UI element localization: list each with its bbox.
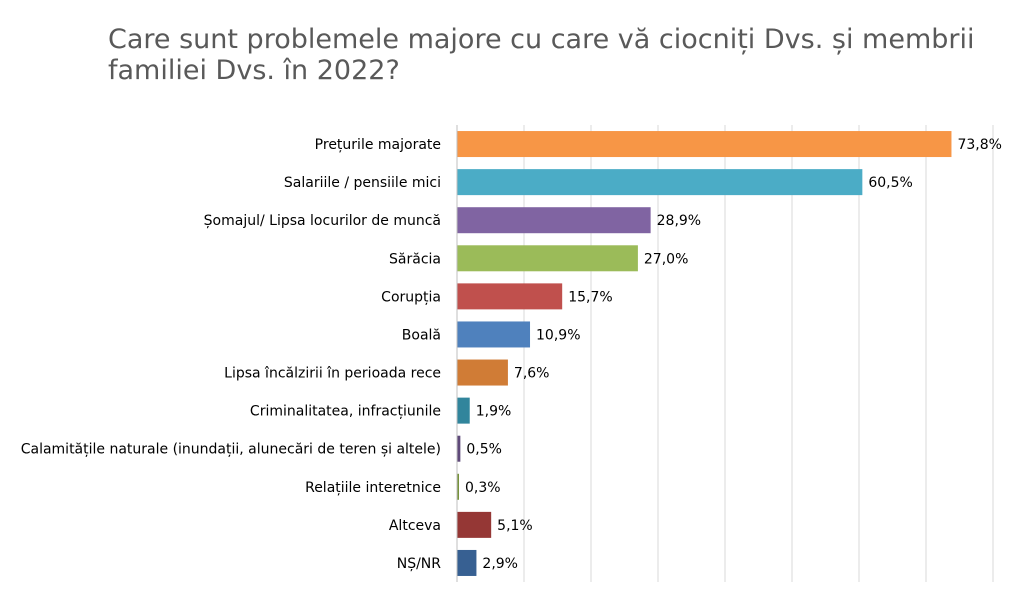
bar	[457, 473, 460, 500]
value-label: 2,9%	[482, 556, 518, 572]
category-label: Criminalitatea, infracțiunile	[250, 404, 441, 420]
category-label: Prețurile majorate	[315, 137, 441, 153]
gridlines	[456, 125, 994, 582]
value-labels: 73,8% 60,5% 28,9% 27,0% 15,7% 10,9% 7,6% 1,9% 0,…	[465, 137, 1002, 572]
category-label: Calamitățile naturale (inundații, alunec…	[21, 442, 441, 458]
chart-title: Care sunt problemele majore cu care vă c…	[108, 24, 975, 86]
bar	[457, 359, 508, 386]
value-label: 0,3%	[465, 480, 501, 496]
category-label: Corupția	[381, 289, 441, 305]
bar	[457, 207, 651, 234]
value-label: 10,9%	[536, 327, 580, 343]
category-label: Lipsa încălzirii în perioada rece	[224, 366, 441, 382]
bar	[457, 321, 531, 348]
category-label: Șomajul/ Lipsa locurilor de muncă	[204, 213, 441, 229]
category-label: Altceva	[389, 518, 441, 534]
bar	[457, 245, 638, 272]
bar	[457, 397, 470, 424]
category-labels: Prețurile majorate Salariile / pensiile m…	[21, 137, 442, 572]
bar	[457, 435, 461, 462]
value-label: 7,6%	[514, 366, 550, 382]
value-label: 60,5%	[868, 175, 912, 191]
bar	[457, 169, 863, 196]
category-label: Boală	[402, 327, 441, 343]
value-label: 15,7%	[568, 289, 612, 305]
category-label: Relațiile interetnice	[305, 480, 441, 496]
category-label: Salariile / pensiile mici	[284, 175, 441, 191]
value-label: 0,5%	[466, 442, 502, 458]
category-label: Sărăcia	[389, 251, 441, 267]
value-label: 1,9%	[476, 404, 512, 420]
category-label: NȘ/NR	[397, 556, 442, 572]
value-label: 73,8%	[957, 137, 1001, 153]
value-label: 5,1%	[497, 518, 533, 534]
value-label: 27,0%	[644, 251, 688, 267]
value-label: 28,9%	[657, 213, 701, 229]
bar	[457, 549, 477, 576]
bars	[457, 131, 952, 576]
bar	[457, 511, 492, 538]
bar	[457, 131, 952, 158]
bar	[457, 283, 563, 310]
